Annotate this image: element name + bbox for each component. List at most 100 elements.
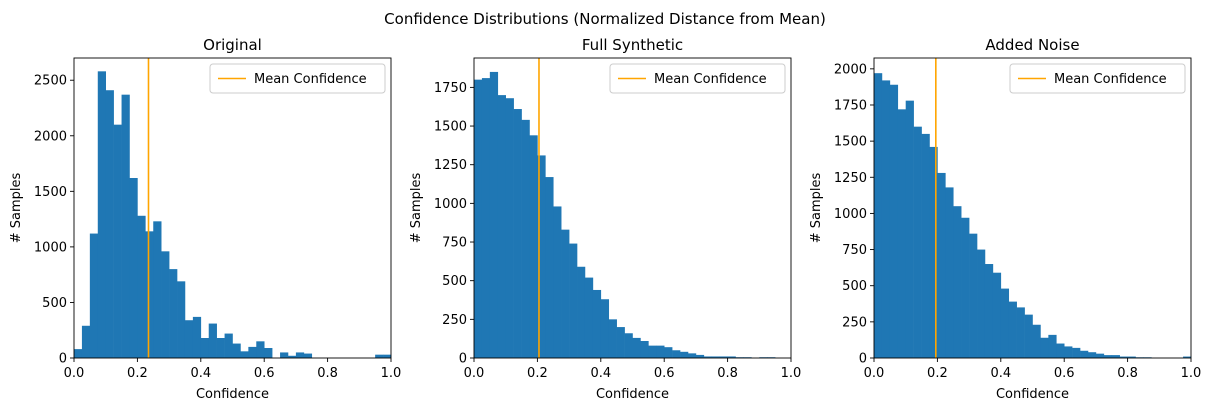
histogram-bar [992, 272, 1002, 358]
histogram-bar [961, 217, 970, 358]
histogram-bar [264, 348, 273, 358]
histogram-bar [953, 206, 962, 358]
histogram-bar [703, 356, 713, 358]
histogram-bar [1064, 346, 1073, 358]
histogram-bar [687, 353, 697, 358]
histogram-bar [208, 323, 217, 358]
histogram-bar [89, 233, 99, 358]
y-tick-label: 500 [842, 279, 867, 294]
histogram-bar [216, 338, 225, 358]
histogram-bar [569, 243, 578, 358]
x-tick-label: 0.6 [1054, 366, 1075, 381]
histogram-bar [224, 333, 233, 358]
y-axis-label: # Samples [809, 173, 824, 244]
y-tick-label: 250 [442, 313, 467, 328]
x-tick-label: 0.0 [64, 366, 85, 381]
histogram-bar [577, 266, 586, 358]
histogram-bar [632, 337, 641, 358]
histogram-bar [640, 340, 649, 358]
histogram-bar [74, 349, 83, 358]
histogram-bar [248, 346, 257, 358]
histogram-bar [664, 347, 673, 358]
histogram-bars [474, 71, 776, 359]
y-tick-label: 0 [59, 352, 67, 367]
y-tick-label: 500 [442, 274, 467, 289]
y-tick-label: 1250 [834, 171, 867, 186]
x-tick-label: 1.0 [781, 366, 802, 381]
y-tick-label: 2000 [834, 62, 867, 77]
legend-box [209, 63, 386, 94]
x-tick-label: 0.2 [127, 366, 148, 381]
x-tick-label: 0.4 [590, 366, 611, 381]
x-tick-label: 0.8 [317, 366, 338, 381]
histogram-bar [592, 289, 602, 358]
y-tick-label: 1500 [834, 135, 867, 150]
x-axis-label: Confidence [996, 387, 1069, 402]
histogram-bar [624, 333, 633, 358]
y-tick-label: 500 [42, 296, 67, 311]
histogram-bar [727, 356, 736, 358]
subplot-title: Full Synthetic [582, 36, 683, 54]
x-tick-label: 0.6 [254, 366, 275, 381]
histogram-bar [874, 73, 883, 359]
histogram-bar [97, 71, 106, 358]
histogram-bar [474, 79, 483, 359]
histogram-bar [913, 126, 922, 358]
y-tick-label: 1500 [34, 185, 67, 200]
histogram-bar [977, 249, 986, 358]
x-tick-label: 1.0 [1181, 366, 1202, 381]
histogram-bar [113, 124, 122, 358]
histogram-bar [256, 341, 265, 358]
axes-frame [873, 57, 1192, 359]
x-tick-label: 0.4 [190, 366, 211, 381]
y-tick-label: 1000 [34, 240, 67, 255]
histogram-bar [984, 264, 994, 358]
y-tick-label: 250 [842, 315, 867, 330]
x-tick-label: 0.0 [464, 366, 485, 381]
histogram-bar [929, 146, 938, 358]
histogram-bar [383, 354, 392, 358]
histogram-bar [137, 215, 146, 358]
y-tick-label: 1750 [834, 98, 867, 113]
histogram-bar [153, 221, 162, 358]
histogram-bar [545, 177, 554, 358]
legend-label: Mean Confidence [654, 72, 767, 87]
subplot-title: Added Noise [985, 36, 1079, 54]
histogram-bar [672, 350, 681, 358]
histogram-bar [375, 354, 384, 358]
histogram-bars [874, 73, 1192, 359]
histogram-bar [177, 281, 186, 358]
y-tick-label: 1500 [434, 120, 467, 135]
axes-frame [73, 57, 392, 359]
histogram-bar [945, 187, 954, 358]
histogram-bar [584, 277, 594, 358]
histogram-bar [1119, 356, 1128, 358]
y-tick-label: 750 [842, 243, 867, 258]
histogram-bar [1040, 337, 1049, 358]
legend-label: Mean Confidence [1054, 72, 1167, 87]
x-tick-label: 0.4 [990, 366, 1011, 381]
histogram-bar [105, 90, 114, 358]
histogram-bar [232, 343, 241, 358]
histogram-bar [921, 133, 930, 358]
histogram-bar [489, 71, 499, 359]
histogram-bar [161, 251, 170, 358]
subplot-original: Original Confidence # Samples 0.0 0.2 0.4 0… [9, 36, 401, 402]
histogram-bar [145, 231, 154, 358]
histogram-bar [656, 345, 665, 358]
y-axis-label: # Samples [9, 173, 24, 244]
histogram-bar [513, 109, 522, 358]
x-tick-label: 0.2 [927, 366, 948, 381]
histogram-bars [74, 71, 392, 359]
histogram-bar [295, 352, 305, 358]
histogram-bar [192, 316, 202, 358]
histogram-bar [505, 98, 514, 359]
y-axis-label: # Samples [409, 173, 424, 244]
histogram-bar [616, 327, 625, 358]
legend-box [609, 63, 786, 94]
subplot-full-synthetic: Full Synthetic Confidence # Samples 0.0 0… [409, 36, 801, 402]
histogram-bar [711, 356, 720, 358]
y-tick-label: 1000 [434, 197, 467, 212]
subplot-added-noise: Added Noise Confidence # Samples 0.0 0.2 0… [809, 36, 1201, 402]
